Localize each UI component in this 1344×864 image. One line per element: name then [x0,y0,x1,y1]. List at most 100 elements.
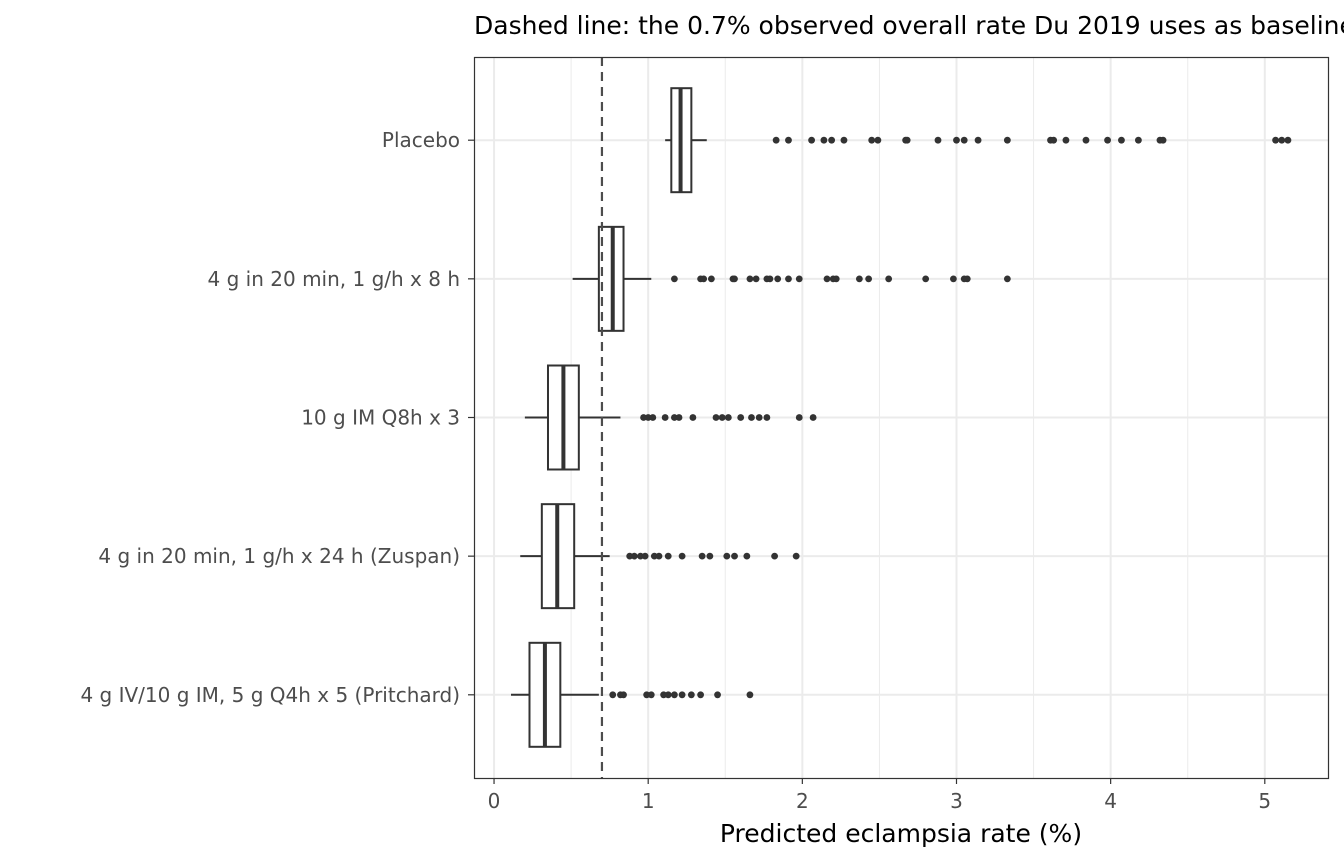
outlier-point [678,691,686,699]
outlier-point [763,414,771,421]
outlier-point [823,275,831,283]
outlier-point [712,414,720,421]
chart-title: Dashed line: the 0.7% observed overall r… [474,11,1344,40]
outlier-point [1003,275,1011,283]
outlier-point [707,275,715,283]
outlier-point [755,414,763,421]
outlier-point [700,275,708,283]
outlier-point [855,275,863,283]
outlier-point [630,552,638,560]
outlier-point [974,136,982,144]
outlier-point [1284,136,1292,144]
outlier-point [609,691,617,699]
outlier-point [885,275,893,283]
x-tick-label: 5 [1258,789,1271,813]
outlier-point [922,275,930,283]
outlier-point [828,136,836,144]
outlier-point [771,552,778,560]
outlier-point [1118,136,1125,144]
outlier-point [1062,136,1070,144]
outlier-point [752,275,760,283]
outlier-point [661,414,669,421]
x-tick-label: 3 [950,789,963,813]
y-tick-label: 10 g IM Q8h x 3 [301,406,460,430]
outlier-point [1082,136,1090,144]
outlier-point [641,552,649,560]
outlier-point [766,275,774,283]
outlier-point [795,414,803,421]
outlier-point [1278,136,1286,144]
outlier-point [731,552,738,560]
outlier-point [772,136,780,144]
x-tick-label: 1 [642,789,655,813]
outlier-point [1050,136,1058,144]
outlier-point [649,414,657,421]
box-group [572,225,1011,332]
box-group [510,641,754,748]
outlier-point [647,691,655,699]
outlier-point [792,552,800,560]
outlier-point [698,552,706,560]
outlier-point [809,414,817,421]
outlier-point [874,136,882,144]
outlier-point [1003,136,1011,144]
outlier-point [795,275,803,283]
outlier-point [620,691,627,699]
outlier-point [1272,136,1279,144]
outlier-point [785,136,792,144]
outlier-point [724,414,732,421]
y-tick-label: 4 g in 20 min, 1 g/h x 24 h (Zuspan) [98,544,460,568]
outlier-point [655,552,663,560]
outlier-point [960,136,968,144]
outlier-point [785,275,792,283]
outlier-point [774,275,782,283]
y-tick-label: 4 g IV/10 g IM, 5 g Q4h x 5 (Pritchard) [80,683,460,707]
outlier-point [840,136,848,144]
outlier-point [687,691,695,699]
panel-border [473,56,1330,780]
outlier-point [820,136,828,144]
outlier-point [868,136,876,144]
x-tick-label: 0 [488,789,501,813]
x-tick-label: 4 [1104,789,1117,813]
y-tick-label: 4 g in 20 min, 1 g/h x 8 h [208,267,460,291]
axis-layer: Placebo 4 g in 20 min, 1 g/h x 8 h 10 g IM… [80,128,1271,813]
x-axis-title: Predicted eclampsia rate (%) [720,819,1082,848]
outlier-point [746,275,754,283]
outlier-point [675,414,683,421]
outlier-point [903,136,911,144]
outlier-point [714,691,721,699]
outlier-point [1159,136,1167,144]
outlier-point [664,691,672,699]
outlier-point [723,552,731,560]
outlier-point [678,552,686,560]
outlier-point [1104,136,1111,144]
outlier-point [689,414,697,421]
outlier-point [832,275,840,283]
outlier-point [670,275,678,283]
box-group [665,87,1292,194]
outlier-point [950,275,957,283]
outlier-point [743,552,751,560]
outlier-point [963,275,971,283]
outlier-point [718,414,726,421]
outlier-point [706,552,714,560]
box-group [520,503,800,610]
outlier-point [865,275,873,283]
outlier-point [1134,136,1142,144]
y-tick-label: Placebo [382,128,460,152]
box-group [524,364,817,471]
outlier-point [731,275,738,283]
box-layer [510,87,1292,748]
outlier-point [670,691,678,699]
outlier-point [808,136,815,144]
outlier-point [697,691,705,699]
outlier-point [748,414,755,421]
outlier-point [953,136,960,144]
outlier-point [746,691,754,699]
x-tick-label: 2 [796,789,809,813]
outlier-point [664,552,672,560]
outlier-point [934,136,942,144]
outlier-point [737,414,745,421]
